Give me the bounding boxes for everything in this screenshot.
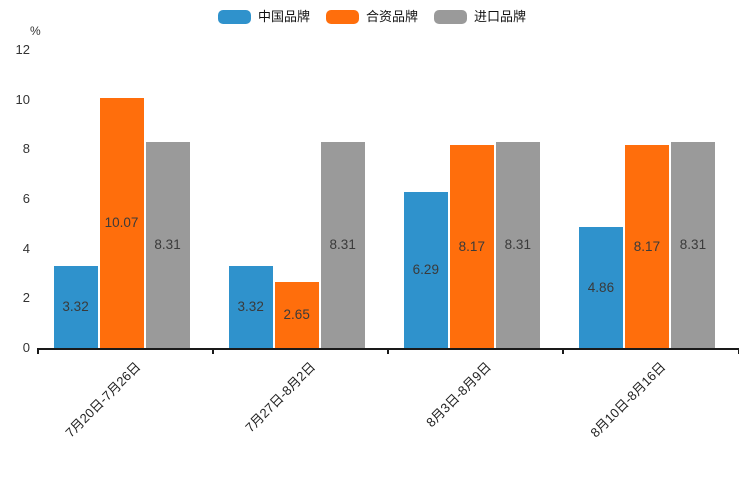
y-tick-label: 2 bbox=[22, 290, 30, 306]
legend-item: 进口品牌 bbox=[434, 10, 526, 24]
bar bbox=[578, 227, 623, 348]
y-tick-label: 10 bbox=[15, 91, 30, 107]
bar-value-label: 8.31 bbox=[154, 236, 181, 252]
bar bbox=[403, 191, 448, 348]
y-tick-label: 0 bbox=[22, 340, 30, 355]
legend-label: 中国品牌 bbox=[257, 9, 310, 24]
bar-value-label: 3.32 bbox=[237, 298, 264, 314]
bar-value-label: 4.86 bbox=[587, 279, 615, 295]
bar bbox=[274, 282, 319, 348]
bar bbox=[320, 141, 365, 348]
bar bbox=[145, 141, 190, 348]
y-axis-unit-label: % bbox=[30, 24, 41, 38]
bar-value-label: 3.32 bbox=[62, 298, 89, 314]
bar bbox=[228, 265, 273, 348]
bar-value-label: 8.31 bbox=[329, 236, 356, 252]
bar bbox=[670, 141, 715, 348]
x-axis-tick bbox=[562, 349, 564, 354]
bar-value-label: 8.17 bbox=[458, 238, 485, 254]
chart-legend: 中国品牌 合资品牌 进口品牌 bbox=[0, 10, 744, 24]
bar bbox=[53, 265, 98, 348]
y-tick-label: 12 bbox=[15, 42, 30, 57]
y-tick-label: 4 bbox=[22, 240, 30, 256]
x-tick-label: 8月3日-8月9日 bbox=[422, 359, 494, 431]
x-axis-tick bbox=[737, 349, 739, 354]
bar bbox=[624, 145, 669, 348]
x-axis-tick bbox=[387, 349, 389, 354]
legend-swatch-icon bbox=[434, 10, 467, 24]
legend-item: 合资品牌 bbox=[325, 9, 418, 24]
x-tick-label: 8月10日-8月16日 bbox=[587, 359, 669, 441]
bar bbox=[99, 97, 144, 348]
legend-label: 合资品牌 bbox=[365, 9, 418, 24]
bar-value-label: 8.31 bbox=[679, 236, 707, 252]
x-axis-line bbox=[37, 348, 739, 350]
x-axis-tick bbox=[212, 349, 214, 354]
bar-value-label: 6.29 bbox=[412, 261, 439, 277]
x-axis-tick bbox=[37, 349, 39, 354]
bar bbox=[449, 145, 494, 348]
legend-swatch-icon bbox=[325, 10, 359, 24]
y-tick-label: 8 bbox=[22, 141, 30, 157]
x-tick-label: 7月20日-7月26日 bbox=[62, 359, 144, 441]
bar-value-label: 2.65 bbox=[283, 307, 310, 323]
bar-value-label: 10.07 bbox=[104, 214, 139, 230]
y-tick-label: 6 bbox=[22, 191, 30, 206]
bar bbox=[495, 141, 540, 348]
legend-label: 进口品牌 bbox=[474, 9, 527, 24]
legend-item: 中国品牌 bbox=[217, 9, 310, 24]
legend-swatch-icon bbox=[217, 10, 251, 24]
x-tick-label: 7月27日-8月2日 bbox=[242, 359, 319, 436]
bar-value-label: 8.31 bbox=[504, 236, 531, 252]
bar-value-label: 8.17 bbox=[633, 238, 661, 254]
